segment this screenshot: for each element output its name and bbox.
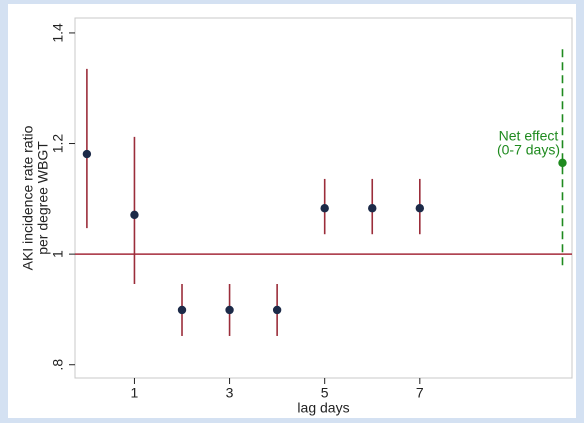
x-tick-label: 1 — [131, 385, 139, 401]
point — [415, 204, 425, 213]
plot-area — [74, 17, 573, 379]
x-tick-label: 5 — [321, 385, 329, 401]
point — [130, 210, 139, 220]
annotation: Net effect — [499, 128, 559, 144]
point — [368, 204, 377, 213]
y-tick-label: 1 — [50, 250, 66, 258]
point — [225, 305, 234, 315]
y-axis-label: AKI incidence rate ratio — [20, 125, 36, 270]
y-tick-label: 1.4 — [50, 23, 66, 43]
point — [320, 204, 329, 213]
point — [82, 149, 92, 159]
point — [177, 305, 187, 315]
annotation: (0-7 days) — [497, 142, 560, 158]
x-tick-label: 7 — [416, 385, 424, 401]
y-tick-label: 1.2 — [50, 134, 66, 154]
y-axis-label: per degree WBGT — [35, 141, 51, 255]
y-tick-label: .8 — [50, 359, 66, 371]
point — [272, 305, 282, 315]
point — [558, 158, 567, 168]
x-axis-label: lag days — [297, 400, 349, 416]
x-tick-label: 3 — [226, 385, 234, 401]
